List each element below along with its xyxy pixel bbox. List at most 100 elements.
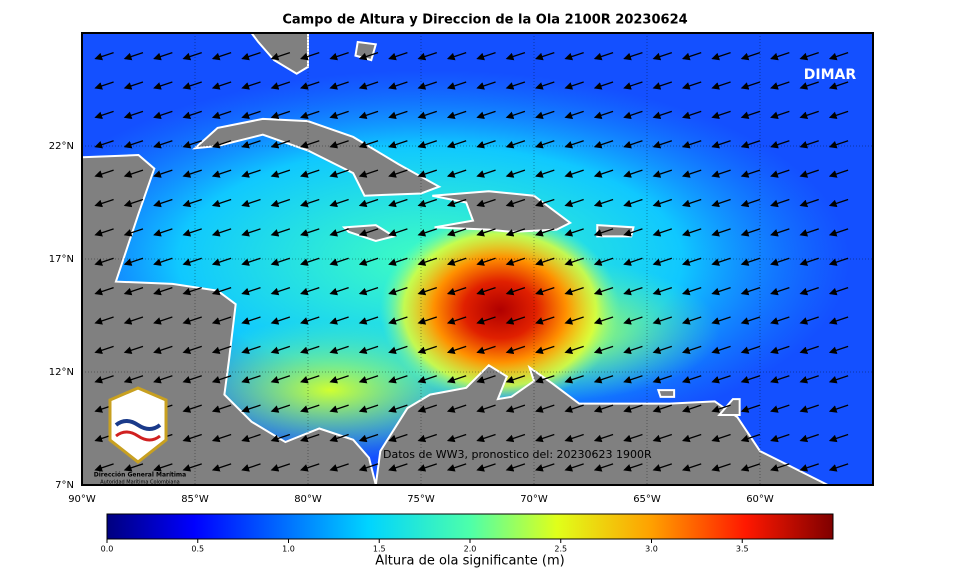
wave-arrow: [593, 257, 614, 266]
wave-arrow: [417, 169, 437, 178]
wave-arrow: [388, 375, 408, 384]
wave-arrow: [505, 169, 526, 178]
wave-arrow: [740, 51, 761, 61]
wave-arrow: [535, 433, 555, 443]
wave-arrow: [182, 404, 202, 413]
wave-arrow: [182, 198, 202, 208]
land: [192, 117, 442, 197]
wave-arrow: [241, 110, 261, 120]
wave-arrow: [241, 433, 261, 443]
wave-arrow: [799, 287, 819, 296]
wave-arrow: [711, 140, 731, 149]
wave-arrow: [446, 228, 467, 237]
wave-arrow: [828, 287, 849, 296]
wave-arrow: [358, 433, 379, 443]
wave-arrow: [94, 287, 114, 296]
wave-arrow: [799, 169, 819, 178]
wave-arrow: [241, 463, 261, 472]
wave-arrow: [828, 316, 849, 325]
colorbar-label: Altura de ola significante (m): [375, 554, 564, 569]
wave-arrow: [241, 375, 261, 384]
wave-arrow: [799, 198, 819, 208]
wave-arrow: [623, 81, 643, 90]
wave-arrow: [388, 463, 408, 472]
wave-arrow: [652, 316, 673, 325]
wave-arrow: [770, 433, 790, 443]
wave-arrow: [740, 169, 761, 178]
wave-arrow: [564, 51, 584, 61]
wave-arrow: [94, 316, 114, 325]
wave-arrow: [828, 51, 849, 61]
wave-arrow: [94, 110, 114, 120]
wave-arrow: [153, 228, 173, 237]
wave-arrow: [564, 463, 584, 472]
wave-arrow: [182, 110, 202, 120]
wave-arrow: [94, 463, 114, 472]
wave-arrow: [593, 316, 614, 325]
wave-arrow: [505, 433, 526, 443]
wave-arrow: [446, 51, 467, 61]
wave-arrow: [740, 110, 761, 120]
wave-arrow: [652, 228, 673, 237]
wave-arrow: [593, 287, 614, 296]
wave-arrow: [300, 463, 320, 472]
wave-arrow: [329, 433, 349, 443]
wave-arrow: [828, 433, 849, 443]
wave-arrow: [711, 198, 731, 208]
wave-arrow: [652, 169, 673, 178]
wave-arrow: [828, 228, 849, 237]
wave-arrow: [182, 257, 202, 266]
wave-arrow: [770, 140, 790, 149]
wave-arrow: [711, 316, 731, 325]
wave-arrow: [300, 110, 320, 120]
wave-arrow: [153, 198, 173, 208]
wave-arrow: [623, 51, 643, 61]
y-tick-label: 17°N: [49, 254, 74, 265]
wave-arrow: [388, 81, 408, 90]
land: [250, 33, 309, 75]
y-tick-label: 12°N: [49, 367, 74, 378]
wave-arrow: [476, 463, 496, 472]
wave-arrow: [799, 375, 819, 384]
wave-arrow: [535, 110, 555, 120]
wave-arrow: [681, 140, 702, 149]
wave-arrow: [505, 110, 526, 120]
wave-arrow: [828, 257, 849, 266]
wave-arrow: [300, 287, 320, 296]
wave-arrow: [358, 169, 379, 178]
wave-arrow: [535, 257, 555, 266]
wave-arrow: [446, 287, 467, 296]
wave-arrow: [211, 140, 232, 149]
wave-arrow: [770, 81, 790, 90]
wave-arrow: [593, 345, 614, 355]
logo-subtitle: Autoridad Marítima Colombiana: [100, 479, 179, 486]
wave-arrow: [740, 140, 761, 149]
wave-arrow: [300, 81, 320, 90]
wave-arrow: [241, 169, 261, 178]
wave-arrow: [446, 345, 467, 355]
x-tick-label: 85°W: [181, 494, 209, 505]
wave-arrow: [564, 375, 584, 384]
wave-arrow: [681, 375, 702, 384]
wave-arrow: [799, 257, 819, 266]
wave-arrow: [123, 198, 144, 208]
wave-arrow: [358, 198, 379, 208]
wave-arrow: [446, 257, 467, 266]
wave-arrow: [329, 140, 349, 149]
wave-arrow: [535, 404, 555, 413]
wave-arrow: [770, 316, 790, 325]
wave-arrow: [270, 433, 291, 443]
wave-arrow: [799, 345, 819, 355]
wave-arrow: [94, 375, 114, 384]
logo-wave: [115, 430, 161, 442]
wave-arrow: [446, 169, 467, 178]
wave-arrow: [94, 228, 114, 237]
wave-arrow: [799, 463, 819, 472]
wave-arrow: [123, 51, 144, 61]
wave-arrow: [300, 51, 320, 61]
wave-arrow: [681, 433, 702, 443]
land: [596, 224, 635, 238]
wave-arrow: [123, 287, 144, 296]
wave-arrow: [329, 404, 349, 413]
wave-arrow: [446, 110, 467, 120]
